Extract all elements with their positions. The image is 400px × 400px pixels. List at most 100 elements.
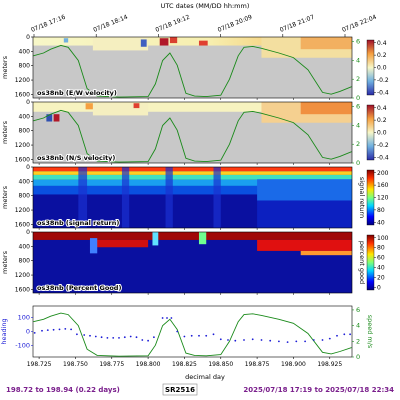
heading-point: [147, 339, 150, 342]
depth-tick-label: 800: [19, 193, 31, 200]
text-layer: UTC dates (MM/DD hh:mm) decimal day 198.…: [6, 2, 394, 396]
panel-frame: [32, 101, 353, 164]
heading-point: [106, 337, 109, 339]
heading-axis-label: heading: [0, 318, 8, 344]
signal-surface-band: [33, 167, 352, 172]
colorbar-title: percent good: [358, 241, 366, 284]
colorbar-tick-label: 0.0: [377, 130, 387, 137]
colorbar-tick-label: 40: [377, 219, 385, 226]
colorbar-tick-label: 0.0: [377, 65, 387, 72]
panel-label: os38nb (Percent Good): [37, 284, 121, 292]
heading-point: [304, 340, 306, 343]
heading-point: [176, 330, 179, 333]
heading-point: [295, 340, 298, 343]
colorbar: [366, 104, 375, 161]
heading-point: [33, 332, 36, 334]
colorbar-tick-label: 120: [377, 195, 389, 202]
heading-point: [129, 335, 132, 338]
depth-axis-label: meters: [1, 185, 9, 209]
panels-layer: 07/18 17:16 07/18 18:14 07/18 19:12 07/18 2…: [0, 14, 389, 368]
colorbar-tick-label: 0.4: [377, 40, 387, 47]
x-tick-label: 198.900: [281, 361, 306, 368]
colorbar-tick-label: -0.4: [377, 154, 389, 161]
speed-tick-label: 2: [356, 337, 360, 345]
valid-data-block: [92, 102, 149, 116]
velocity-patch: [159, 38, 169, 46]
heading-point: [205, 334, 208, 337]
heading-point: [312, 339, 315, 341]
heading-point: [183, 335, 186, 338]
depth-tick-label: 1200: [15, 142, 30, 149]
near-surface-band: [33, 102, 352, 112]
heading-point: [166, 317, 168, 319]
speed-tick-label: 0: [356, 159, 360, 167]
colorbar-tick-label: 200: [377, 170, 389, 177]
heading-point: [286, 341, 289, 343]
speed-tick-label: 6: [356, 103, 360, 111]
heading-point: [46, 329, 49, 331]
depth-tick-label: 800: [19, 128, 31, 135]
heading-point: [190, 334, 193, 337]
colorbar-tick-label: -0.2: [377, 142, 389, 149]
heading-point: [89, 334, 91, 337]
depth-axis-label: meters: [1, 250, 9, 274]
heading-point: [198, 334, 200, 337]
colorbar-tick-label: 100: [377, 235, 389, 242]
speed-tick-label: 4: [356, 322, 360, 330]
colorbar-tick-label: 40: [377, 264, 385, 271]
heading-point: [260, 339, 263, 341]
x-tick-label: 198.800: [136, 361, 161, 368]
top-tick-label: 07/18 22:04: [341, 14, 378, 34]
depth-tick-label: 1200: [15, 207, 30, 214]
heading-point: [58, 328, 61, 331]
depth-axis-label: meters: [1, 120, 9, 144]
depth-tick-label: 400: [19, 48, 31, 55]
heading-point: [321, 339, 324, 341]
heading-point: [269, 339, 272, 342]
colorbar-tick-label: 60: [377, 255, 385, 262]
heading-point: [118, 337, 120, 339]
heading-point: [243, 339, 245, 341]
heading-point: [161, 317, 164, 319]
x-tick-label: 198.750: [63, 361, 88, 368]
colorbar: [366, 169, 375, 226]
velocity-patch: [169, 37, 178, 44]
ship-speed-line: [33, 44, 352, 98]
signal-band: [257, 200, 352, 228]
heading-point: [251, 338, 254, 341]
panel-frame: [32, 166, 353, 229]
heading-point: [227, 339, 229, 341]
pg-surface-band: [33, 232, 352, 240]
panel-frame: [32, 231, 353, 294]
heading-point: [76, 333, 78, 336]
x-tick-label: 198.850: [208, 361, 233, 368]
signal-streak: [78, 167, 88, 228]
pg-band: [94, 239, 149, 248]
x-tick-label: 198.775: [99, 361, 124, 368]
heading-point: [343, 333, 346, 336]
top-tick-label: 07/18 18:14: [92, 14, 129, 34]
top-tick-label: 07/18 21:07: [279, 14, 316, 34]
x-tick-label: 198.925: [317, 361, 342, 368]
panel-frame: [32, 36, 353, 99]
panel-label: os38nb (E/W velocity): [37, 89, 117, 97]
colorbar: [366, 39, 375, 96]
heading-point: [336, 334, 338, 337]
top-axis-title: UTC dates (MM/DD hh:mm): [161, 2, 250, 10]
heading-tick-label: 0: [26, 328, 30, 336]
footer-right: 2025/07/18 17:19 to 2025/07/18 22:34: [243, 386, 394, 394]
heading-point: [212, 333, 215, 336]
velocity-patch: [46, 114, 53, 122]
speed-tick-label: 4: [356, 56, 360, 64]
heading-point: [234, 339, 237, 342]
heading-point: [41, 329, 43, 332]
speed-tick-label: 4: [356, 121, 360, 129]
top-tick-label: 07/18 17:16: [30, 14, 67, 34]
heading-point: [170, 317, 173, 319]
heading-point: [83, 334, 86, 336]
depth-tick-label: 400: [19, 113, 31, 120]
footer-center-box: [162, 383, 198, 396]
panel-label: os38nb (signal return): [37, 219, 119, 227]
pg-band: [257, 239, 352, 251]
